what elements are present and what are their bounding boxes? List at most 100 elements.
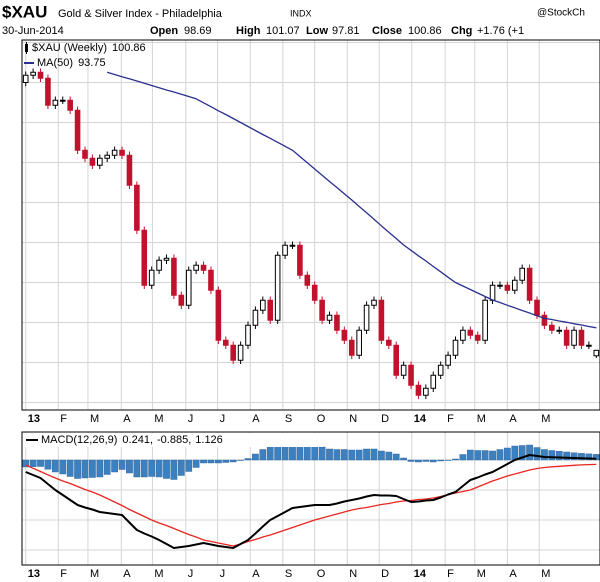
x-tick-label: D: [381, 413, 389, 425]
x-tick-label: M: [477, 413, 486, 425]
candle-body: [356, 329, 362, 356]
histogram-bar: [481, 450, 489, 461]
histogram-bar: [22, 459, 30, 468]
histogram-bar: [126, 459, 133, 474]
x-tick-label: 14: [414, 568, 427, 580]
histogram-bar: [511, 445, 519, 461]
x-tick-label: D: [381, 568, 389, 580]
high-label: High: [236, 25, 261, 37]
candle-body: [593, 349, 600, 357]
histogram-bar: [81, 459, 89, 479]
candle-body: [437, 364, 444, 376]
candle-body: [363, 304, 370, 331]
legend-value: -0.885,: [157, 434, 191, 446]
histogram-bar: [44, 459, 52, 470]
x-tick-label: 13: [28, 413, 40, 425]
histogram-bar: [133, 459, 141, 478]
open-label: Open: [150, 25, 178, 37]
candle-body: [378, 299, 385, 341]
x-tick-label: 13: [28, 568, 40, 580]
histogram-bar: [111, 459, 118, 473]
candle-body: [386, 339, 392, 346]
histogram-bar: [229, 459, 237, 463]
candle-body: [215, 289, 222, 341]
candle-body: [267, 299, 274, 321]
panel-border: [21, 431, 600, 566]
candle-body: [30, 71, 36, 76]
legend-value: 0.241,: [122, 434, 153, 446]
x-tick-label: F: [447, 568, 454, 580]
histogram-bar: [348, 449, 356, 461]
histogram-bar: [518, 445, 526, 461]
candle-body: [45, 77, 51, 106]
x-tick-label: M: [541, 413, 550, 425]
histogram-bar: [177, 459, 185, 476]
histogram-bar: [563, 451, 571, 461]
x-tick-label: A: [252, 413, 260, 425]
legend-value: 1.126: [195, 434, 223, 446]
histogram-bar: [74, 459, 81, 479]
candle-body: [200, 264, 207, 271]
histogram-bar: [378, 450, 385, 461]
candle-body: [304, 274, 311, 286]
candle-body: [111, 149, 118, 156]
plot-layer: 13 F M A M J J A S O N D 14 F M A M$XAU (Weekly) 100.86MA…: [21, 39, 600, 580]
histogram-bar: [103, 459, 111, 475]
x-tick-label: N: [349, 413, 357, 425]
candle-body: [467, 329, 474, 336]
candle-body: [126, 154, 133, 186]
histogram-bar: [244, 458, 252, 461]
candle-body: [348, 339, 355, 356]
panel-background: [22, 40, 600, 410]
symbol: $XAU: [2, 2, 47, 21]
candle-body: [474, 334, 481, 341]
histogram-bar: [237, 459, 244, 461]
candle-body: [571, 329, 577, 346]
histogram-bar: [363, 448, 370, 461]
candle-body: [556, 329, 563, 332]
x-tick-label: 14: [414, 413, 427, 425]
histogram-bar: [570, 452, 578, 461]
x-tick-label: A: [509, 568, 517, 580]
histogram-bar: [407, 459, 415, 462]
candle-body: [260, 299, 266, 311]
candle-body: [193, 264, 199, 271]
candle-body: [67, 99, 73, 111]
histogram-bar: [585, 453, 593, 461]
x-tick-label: O: [317, 413, 326, 425]
histogram-bar: [385, 451, 393, 461]
histogram-bar: [459, 454, 467, 461]
legend-background: [23, 433, 323, 447]
histogram-bar: [318, 446, 326, 461]
candle-body: [319, 299, 325, 321]
candle-body: [415, 384, 422, 396]
moving-average-line: [107, 71, 597, 329]
x-tick-label: F: [447, 413, 454, 425]
candle-body: [393, 344, 400, 376]
histogram-bar: [533, 447, 541, 461]
x-tick-label: F: [60, 413, 67, 425]
candle-body: [408, 364, 414, 386]
candle-body: [497, 284, 503, 287]
candle-body: [371, 299, 377, 306]
high-value: 101.07: [266, 25, 300, 37]
candle-body: [297, 244, 303, 276]
x-tick-label: M: [154, 413, 163, 425]
candle-body: [245, 324, 251, 346]
histogram-bar: [578, 453, 585, 461]
x-tick-label: J: [220, 568, 226, 580]
histogram-bar: [185, 459, 193, 472]
histogram-bar: [340, 449, 348, 461]
close-label: Close: [372, 25, 402, 37]
candle-body: [119, 149, 125, 156]
candle-body: [148, 269, 155, 286]
histogram-bar: [541, 449, 548, 461]
histogram-bar: [355, 449, 363, 461]
candle-body: [74, 109, 81, 151]
candle-body: [134, 184, 140, 231]
chg-value: +1.76 (+1: [477, 25, 524, 37]
x-tick-label: M: [90, 568, 99, 580]
x-tick-label: J: [188, 568, 194, 580]
candle-body: [430, 374, 437, 389]
